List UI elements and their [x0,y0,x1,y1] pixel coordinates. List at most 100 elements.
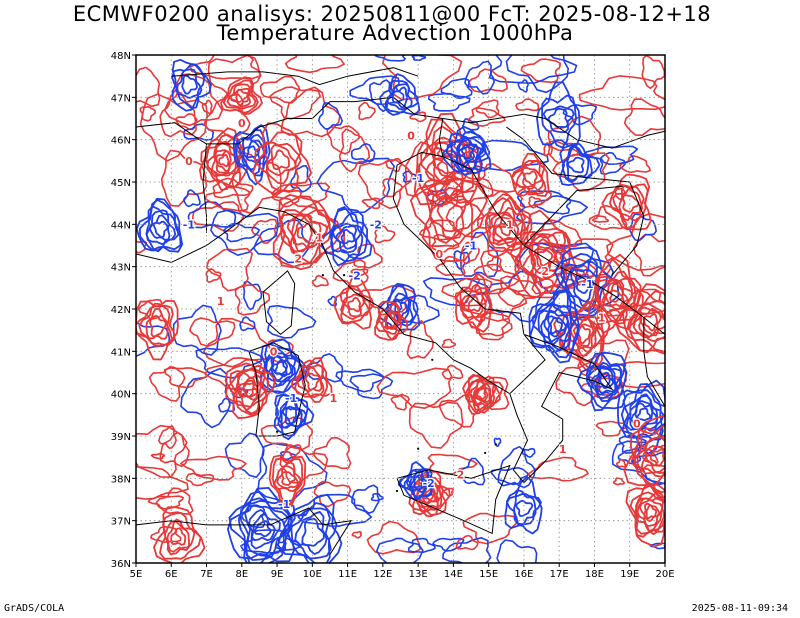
contour-line [577,325,591,345]
contour-line [536,249,554,269]
contour-line [564,257,600,311]
contour-line [296,364,325,399]
contour-labels: 0 0 0 -1 -1 1 -2 2 0 -1 1 -2 2 -1 1 0 -1 1 -2 2 1 -1 0 1 [182,116,643,513]
contour-line [351,484,380,514]
contour-line [485,197,533,259]
contour-line [252,122,312,196]
contour-line [424,142,469,186]
coastline-segment [506,126,645,276]
tick-label-lon: 6E [165,569,178,580]
contour-line [148,214,171,241]
contour-line [460,146,474,160]
contour-line [161,149,208,207]
contour-line [277,493,343,563]
contour-line [611,434,665,486]
contour-line [623,98,665,137]
contour-line [547,107,569,128]
contour-line [304,372,321,391]
contour-line [578,75,665,111]
contour-line [599,374,611,389]
contour-line [493,437,502,447]
contour-line [370,493,384,502]
island-dot [342,274,346,277]
contour-line [614,283,665,355]
contour-line [139,106,156,122]
contour-line [473,384,489,402]
contour-label: -1 [183,219,195,232]
island-dot [321,274,325,277]
contour-line [301,517,325,547]
contour-line [333,275,373,330]
contour-line [307,353,344,383]
contour-label: 1 [598,312,606,325]
contour-line [203,317,274,368]
contour-line [605,282,625,308]
contour-line [601,173,652,231]
contour-line [149,314,167,338]
contour-line [163,73,224,127]
contour-line [390,393,410,411]
contour-line [634,491,665,536]
tick-label-lat: 43N [111,263,131,274]
contour-line [153,220,169,239]
tick-label-lon: 19E [620,569,639,580]
island-dot [484,451,487,455]
contour-line [490,467,529,486]
tick-label-lon: 8E [235,569,248,580]
contour-line [547,315,567,338]
contour-label: 1 [559,443,567,456]
contour-line [622,290,665,353]
axis-ticks: 5E 6E 7E 8E 9E 10E 11E 12E 13E 14E 15E 16E 17E 18E 19E… [111,51,675,580]
tick-label-lon: 10E [303,569,322,580]
contour-line [226,83,257,110]
contour-line [475,308,513,337]
contour-label: 0 [435,248,443,261]
contour-line [486,255,503,272]
contour-line [326,125,360,155]
contour-line [382,55,463,101]
coastline-segment [509,334,546,395]
contour-line [636,496,664,532]
contour-line [203,93,251,139]
contour-line [446,130,485,175]
contour-line [234,284,271,316]
contour-line [411,55,427,61]
contour-line [183,189,201,208]
tick-label-lon: 14E [444,569,463,580]
contour-line [497,445,536,489]
contour-line [634,481,665,538]
contour-line [468,68,508,93]
contour-line [220,76,263,115]
contour-line [630,424,665,500]
contour-line [228,497,296,563]
contour-label: -1 [285,392,297,405]
contour-line [427,453,478,475]
contour-line [504,476,543,535]
contour-line [619,155,651,174]
contour-line [410,175,488,263]
contour-line [329,206,368,267]
contour-line [276,464,299,490]
contour-line [171,63,206,109]
contour-line [205,138,242,191]
contour-line [413,112,482,206]
footer-credit: GrADS/COLA [4,603,65,614]
contour-line [457,143,476,162]
contour-line [136,240,148,254]
contour-label: 1 [316,231,324,244]
contour-line [150,452,166,460]
contour-line [462,512,519,545]
contour-line [218,154,230,168]
contour-line [180,455,247,481]
contour-line [612,477,626,486]
contour-line [262,141,302,185]
contour-line [189,55,262,80]
contour-line [620,383,664,441]
tick-label-lat: 47N [111,93,131,104]
tick-label-lon: 17E [550,569,569,580]
tick-label-lon: 12E [373,569,392,580]
contour-line [292,213,318,249]
contour-line [574,274,595,294]
contour-line [513,489,537,527]
contour-line [285,407,297,425]
